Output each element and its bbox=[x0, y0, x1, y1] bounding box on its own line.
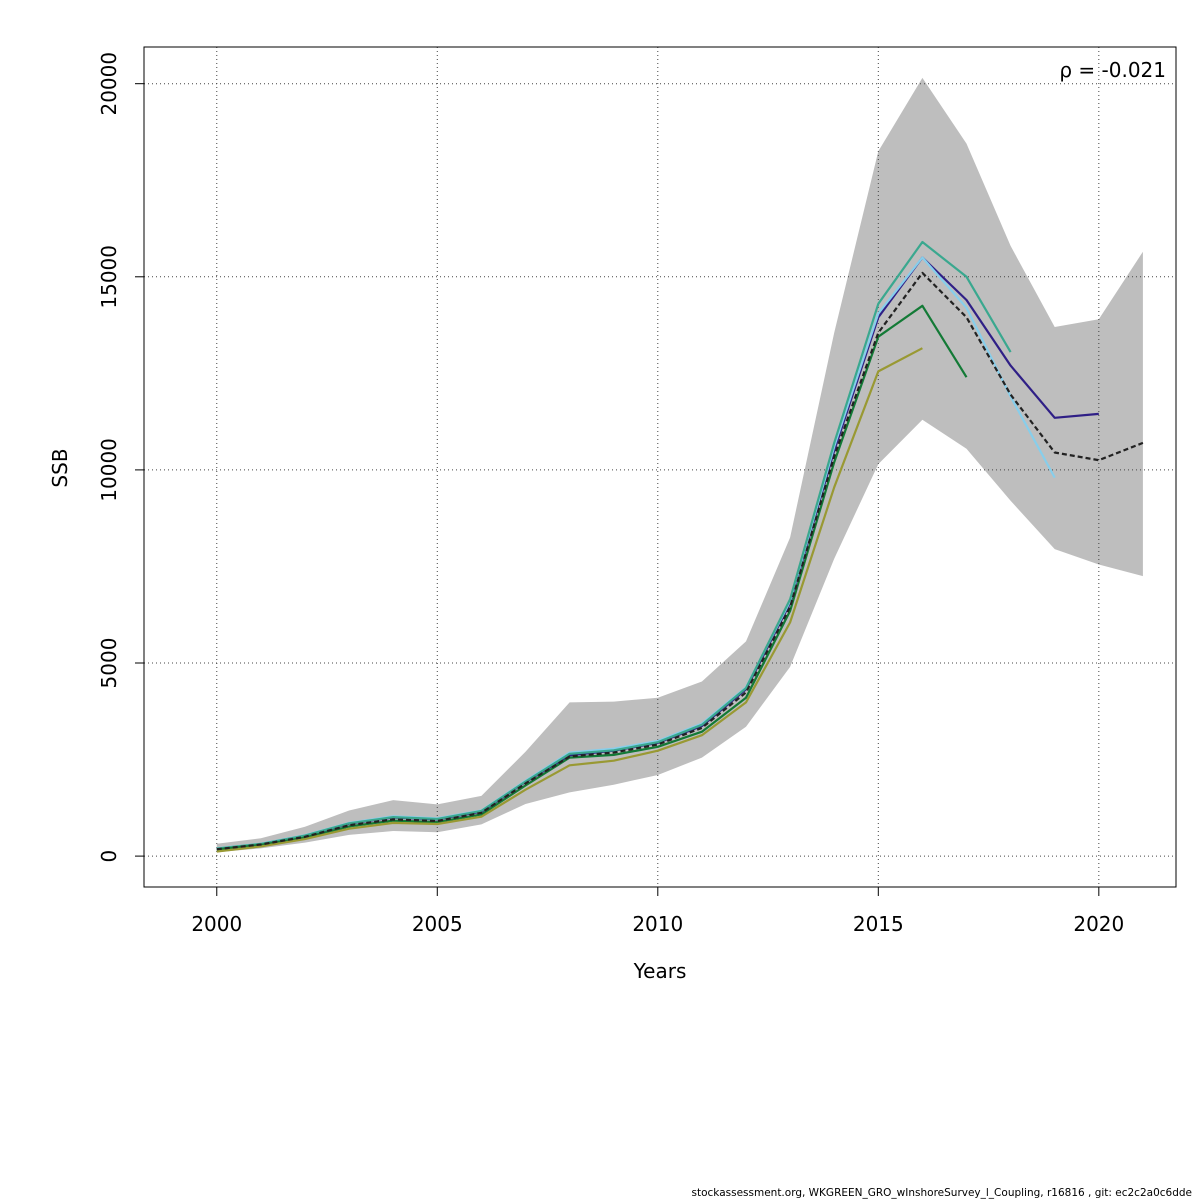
y-tick-label-0: 0 bbox=[97, 850, 121, 863]
x-tick-label-2005: 2005 bbox=[412, 912, 463, 936]
series-line-peel-2 bbox=[216, 240, 1012, 850]
series-line-reference bbox=[216, 271, 1144, 851]
confidence-band bbox=[216, 77, 1143, 853]
series-layer bbox=[216, 240, 1144, 853]
rho-annotation: ρ = -0.021 bbox=[1059, 58, 1166, 82]
axis-layer: 2000 2005 2010 2015 2020 0 5000 10000 15000 20000 bbox=[97, 52, 1124, 936]
confidence-band-layer bbox=[216, 77, 1143, 853]
x-axis-title: Years bbox=[633, 959, 687, 983]
footer-credit: stockassessment.org, WKGREEN_GRO_wInshor… bbox=[691, 1187, 1192, 1199]
grid-layer bbox=[144, 47, 1176, 887]
series-line-peel-3 bbox=[216, 304, 968, 851]
y-axis-title: SSB bbox=[48, 448, 72, 487]
y-tick-label-5000: 5000 bbox=[97, 638, 121, 689]
series-line-peel-4 bbox=[216, 347, 923, 853]
x-tick-label-2000: 2000 bbox=[191, 912, 242, 936]
y-tick-label-20000: 20000 bbox=[97, 52, 121, 116]
x-tick-label-2010: 2010 bbox=[632, 912, 683, 936]
x-tick-label-2015: 2015 bbox=[853, 912, 904, 936]
y-tick-label-15000: 15000 bbox=[97, 245, 121, 309]
y-tick-label-10000: 10000 bbox=[97, 438, 121, 502]
x-tick-label-2020: 2020 bbox=[1073, 912, 1124, 936]
